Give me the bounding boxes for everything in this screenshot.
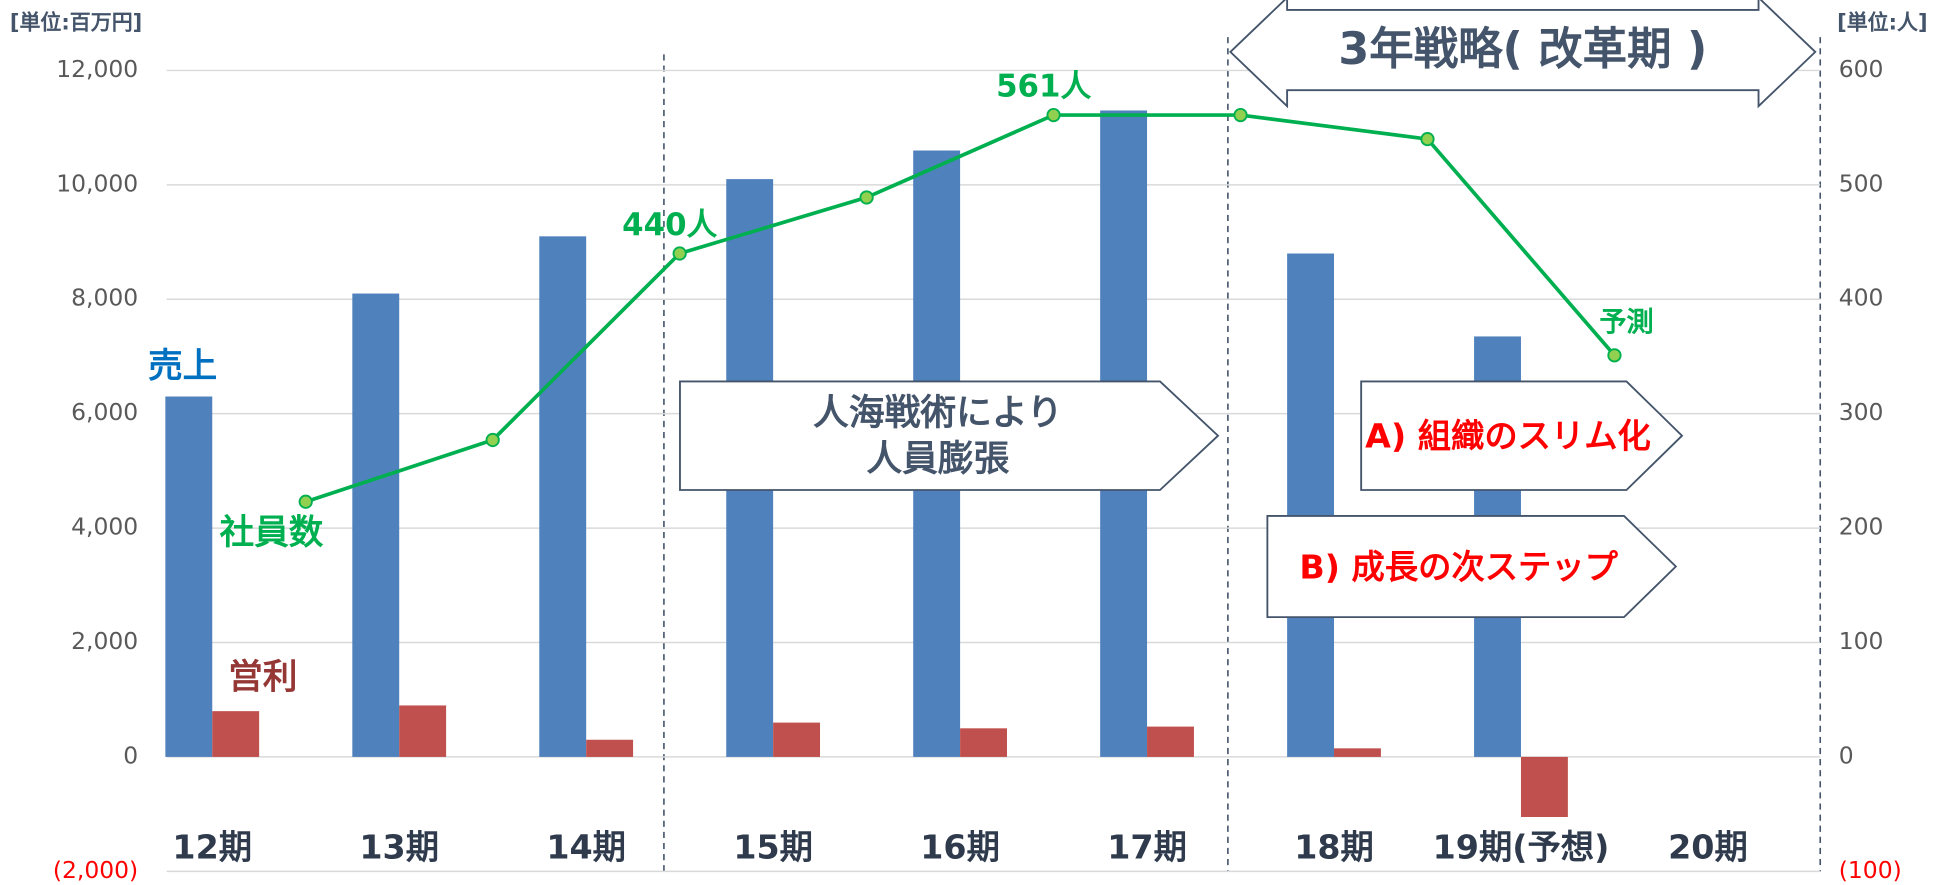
data-label: 561人 bbox=[996, 68, 1091, 104]
x-tick-label: 19期(予想) bbox=[1433, 828, 1610, 867]
y-tick-label: (2,000) bbox=[53, 856, 138, 884]
bar bbox=[773, 722, 821, 757]
bar bbox=[1334, 748, 1381, 757]
marker bbox=[1420, 131, 1435, 147]
callout-box bbox=[1266, 515, 1678, 619]
y2-unit: [単位:人] bbox=[1837, 11, 1927, 35]
annotation: 人海戦術により bbox=[813, 393, 1063, 434]
annotation: 予測 bbox=[1599, 307, 1653, 338]
annotation: 3年戦略( 改革期 ) bbox=[1338, 24, 1707, 75]
marker bbox=[1233, 107, 1248, 123]
y-tick-label: 0 bbox=[123, 741, 138, 769]
y2-tick-label: 200 bbox=[1839, 513, 1884, 541]
y-tick-label: 10,000 bbox=[56, 169, 138, 197]
x-tick-label: 15期 bbox=[733, 828, 813, 867]
y-unit: [単位:百万円] bbox=[10, 11, 142, 35]
bar bbox=[1520, 756, 1568, 817]
strategy-arrow bbox=[1229, 0, 1817, 109]
bar bbox=[399, 705, 447, 757]
y-tick-label: 6,000 bbox=[71, 398, 138, 426]
y2-tick-label: 500 bbox=[1839, 169, 1884, 197]
x-tick-label: 18期 bbox=[1294, 828, 1374, 867]
y2-tick-label: 400 bbox=[1839, 284, 1884, 312]
y-tick-label: 2,000 bbox=[71, 627, 138, 655]
x-tick-label: 12期 bbox=[172, 828, 252, 867]
callout-box bbox=[1360, 380, 1684, 491]
marker bbox=[298, 494, 313, 509]
bar bbox=[212, 711, 260, 757]
y-tick-label: 12,000 bbox=[56, 55, 138, 83]
legend-label: 営利 bbox=[228, 657, 297, 697]
marker bbox=[1607, 348, 1622, 363]
x-tick-label: 16期 bbox=[920, 828, 1000, 867]
y2-tick-label: 300 bbox=[1839, 398, 1884, 426]
x-tick-label: 13期 bbox=[359, 828, 439, 867]
x-tick-label: 20期 bbox=[1668, 828, 1748, 867]
data-label: 440人 bbox=[622, 207, 717, 243]
marker bbox=[485, 432, 500, 448]
y2-tick-label: 600 bbox=[1839, 55, 1884, 83]
callout-box bbox=[679, 380, 1220, 491]
annotation: B) 成長の次ステップ bbox=[1299, 547, 1618, 586]
bar bbox=[960, 728, 1007, 757]
bar bbox=[586, 739, 634, 757]
bar bbox=[1147, 726, 1194, 757]
x-tick-label: 14期 bbox=[546, 828, 626, 867]
bar bbox=[165, 396, 213, 757]
y2-tick-label: 100 bbox=[1839, 627, 1884, 655]
annotation: 人員膨張 bbox=[866, 438, 1009, 479]
marker bbox=[1046, 107, 1061, 123]
y-tick-label: 4,000 bbox=[71, 513, 138, 541]
x-tick-label: 17期 bbox=[1107, 828, 1187, 867]
y-tick-label: 8,000 bbox=[71, 284, 138, 312]
bar bbox=[1287, 253, 1335, 757]
marker bbox=[859, 190, 874, 205]
y2-tick-label: 0 bbox=[1839, 741, 1854, 769]
bar bbox=[352, 293, 400, 757]
legend-label: 売上 bbox=[148, 346, 217, 386]
bar bbox=[539, 236, 587, 757]
marker bbox=[672, 246, 687, 261]
line bbox=[305, 113, 1616, 504]
y2-tick-label: (100) bbox=[1839, 856, 1902, 884]
annotation: A) 組織のスリム化 bbox=[1365, 417, 1651, 456]
legend-label: 社員数 bbox=[220, 513, 324, 553]
